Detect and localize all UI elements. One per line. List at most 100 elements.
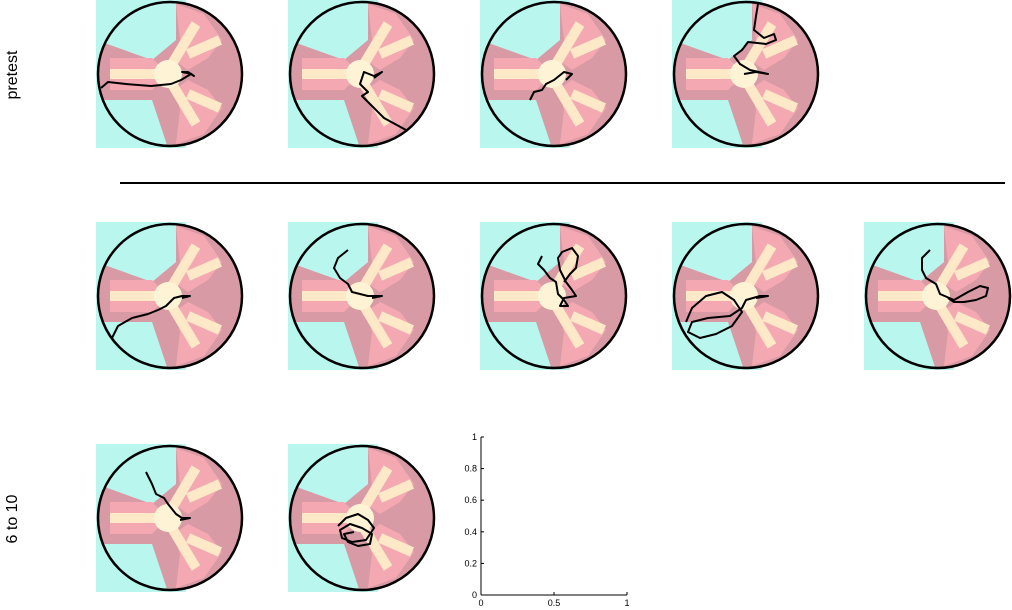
trajectory-path (529, 71, 573, 101)
arena-trial-1 (96, 222, 244, 370)
x-tick-label: 0 (478, 598, 483, 608)
arena-arm (366, 448, 414, 514)
y-tick-label: 0.2 (464, 558, 477, 568)
empty-axes-svg: 0 0.2 0.4 0.6 0.8 1 0 0.5 1 (464, 432, 629, 608)
arena-corridor (185, 479, 223, 503)
arena-pretest-2 (288, 0, 436, 148)
trajectory-path (110, 295, 191, 341)
arena-svg (672, 0, 820, 148)
arena-corridor (761, 89, 799, 113)
arena-trial-2 (288, 222, 436, 370)
trajectory-path (100, 71, 195, 89)
arena-trial-6 (96, 444, 244, 592)
arena-corridor (569, 89, 607, 113)
arena-svg (288, 0, 436, 148)
trajectory-path (359, 71, 407, 131)
y-tick-label: 0 (472, 590, 477, 600)
arena-corridor (569, 257, 607, 281)
arena-border (288, 0, 436, 148)
arena-corridor (185, 257, 223, 281)
arena-corridor (377, 35, 415, 59)
arena-arm (366, 226, 414, 292)
arena-svg (480, 222, 628, 370)
arena-arm (174, 448, 222, 514)
arena-svg (864, 222, 1012, 370)
arena-svg (288, 222, 436, 370)
arena-corridor (569, 35, 607, 59)
trajectory-path (921, 249, 989, 303)
y-tick-label: 1 (472, 432, 477, 442)
arena-trial-5 (864, 222, 1012, 370)
arena-center (154, 60, 182, 88)
arena-center (922, 282, 950, 310)
arena-trial-4 (672, 222, 820, 370)
arena-border (672, 222, 820, 370)
arena-pretest-1 (96, 0, 244, 148)
arena-arm (558, 302, 606, 366)
arena-trial-3 (480, 222, 628, 370)
arena-border (288, 444, 436, 592)
trajectory-path (145, 471, 191, 521)
arena-corridor (377, 479, 415, 503)
arena-corridor (377, 257, 415, 281)
arena-svg (288, 444, 436, 592)
arena-arm (174, 4, 222, 70)
arena-arm (366, 302, 414, 366)
section-divider (120, 182, 1005, 184)
arena-center (346, 60, 374, 88)
arena-arm (174, 302, 222, 366)
arena-svg (672, 222, 820, 370)
arena-svg (96, 444, 244, 592)
arena-corridor (761, 257, 799, 281)
arena-border (96, 222, 244, 370)
arena-arm (750, 80, 798, 144)
arena-corridor (185, 89, 223, 113)
arena-corridor (761, 35, 799, 59)
arena-corridor (569, 311, 607, 335)
arena-corridor (377, 89, 415, 113)
arena-border (480, 222, 628, 370)
arena-arm (174, 80, 222, 144)
trajectory-path (537, 247, 579, 307)
trajectory-path (733, 3, 777, 75)
arena-arm (366, 4, 414, 70)
arena-border (480, 0, 628, 148)
arena-border (96, 0, 244, 148)
trajectory-path (333, 249, 383, 299)
arena-corridor (953, 257, 991, 281)
y-tick-label: 0.8 (464, 464, 477, 474)
row-label-pretest: pretest (4, 50, 21, 100)
arena-corridor (761, 311, 799, 335)
arena-arm (558, 4, 606, 70)
x-tick-label: 0.5 (548, 598, 561, 608)
arena-arm (174, 524, 222, 588)
empty-axes: 0 0.2 0.4 0.6 0.8 1 0 0.5 1 (455, 430, 645, 610)
arena-arm (942, 226, 990, 292)
arena-center (346, 282, 374, 310)
arena-center (154, 282, 182, 310)
arena-border (96, 444, 244, 592)
x-tick-label: 1 (624, 598, 629, 608)
arena-arm (750, 226, 798, 292)
trajectory-path (337, 513, 375, 547)
arena-arm (942, 302, 990, 366)
arena-corridor (185, 35, 223, 59)
arena-corridor (185, 311, 223, 335)
y-tick-label: 0.4 (464, 527, 477, 537)
arena-pretest-3 (480, 0, 628, 148)
arena-arm (750, 302, 798, 366)
arena-corridor (953, 311, 991, 335)
arena-arm (174, 226, 222, 292)
row-label-6-to-10: 6 to 10 (4, 494, 21, 544)
trajectory-path (685, 291, 769, 339)
arena-svg (96, 0, 244, 148)
arena-svg (96, 222, 244, 370)
arena-border (288, 222, 436, 370)
arena-border (864, 222, 1012, 370)
arena-arm (366, 80, 414, 144)
arena-center (154, 504, 182, 532)
y-tick-label: 0.6 (464, 495, 477, 505)
arena-corridor (377, 533, 415, 557)
arena-center (538, 60, 566, 88)
arena-center (538, 282, 566, 310)
